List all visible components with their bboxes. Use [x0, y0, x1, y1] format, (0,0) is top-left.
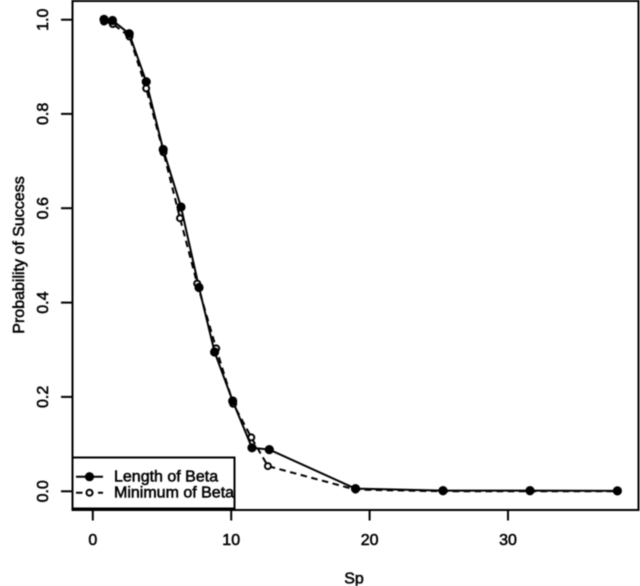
svg-text:Probability of Success: Probability of Success [11, 176, 28, 333]
svg-text:Minimum of Beta: Minimum of Beta [114, 485, 234, 502]
svg-text:1.0: 1.0 [35, 8, 52, 30]
svg-text:20: 20 [361, 532, 379, 549]
svg-text:0: 0 [88, 532, 97, 549]
svg-text:0.4: 0.4 [35, 291, 52, 313]
svg-text:0.6: 0.6 [35, 197, 52, 219]
svg-text:Length of Beta: Length of Beta [114, 469, 218, 486]
svg-text:0.8: 0.8 [35, 103, 52, 125]
svg-text:0.0: 0.0 [35, 480, 52, 502]
svg-text:30: 30 [499, 532, 517, 549]
svg-text:10: 10 [222, 532, 240, 549]
svg-text:0.2: 0.2 [35, 386, 52, 408]
svg-text:Sp: Sp [344, 570, 364, 586]
